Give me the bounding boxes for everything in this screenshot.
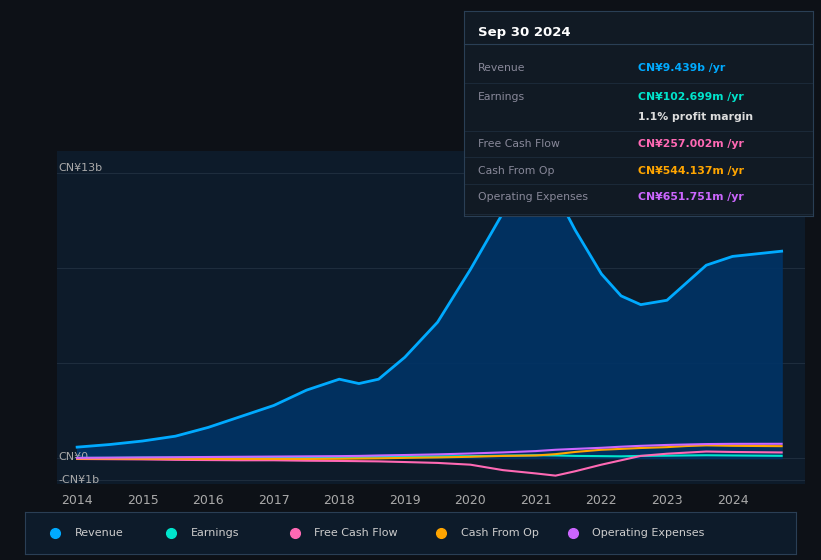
Text: CN¥651.751m /yr: CN¥651.751m /yr [639,192,744,202]
Text: Operating Expenses: Operating Expenses [478,192,588,202]
Text: Revenue: Revenue [478,63,525,73]
Text: Earnings: Earnings [190,529,239,538]
Text: -CN¥1b: -CN¥1b [59,475,100,485]
Text: Earnings: Earnings [478,92,525,102]
Text: Free Cash Flow: Free Cash Flow [314,529,397,538]
Text: CN¥9.439b /yr: CN¥9.439b /yr [639,63,726,73]
Text: 1.1% profit margin: 1.1% profit margin [639,113,754,123]
Text: CN¥102.699m /yr: CN¥102.699m /yr [639,92,744,102]
Text: Free Cash Flow: Free Cash Flow [478,139,560,149]
Text: Sep 30 2024: Sep 30 2024 [478,26,571,39]
Text: CN¥257.002m /yr: CN¥257.002m /yr [639,139,744,149]
Text: Operating Expenses: Operating Expenses [592,529,704,538]
Text: CN¥544.137m /yr: CN¥544.137m /yr [639,166,745,176]
Text: Cash From Op: Cash From Op [478,166,554,176]
Text: CN¥0: CN¥0 [59,452,89,462]
Text: Revenue: Revenue [75,529,123,538]
Text: Cash From Op: Cash From Op [461,529,539,538]
Text: CN¥13b: CN¥13b [59,163,103,173]
